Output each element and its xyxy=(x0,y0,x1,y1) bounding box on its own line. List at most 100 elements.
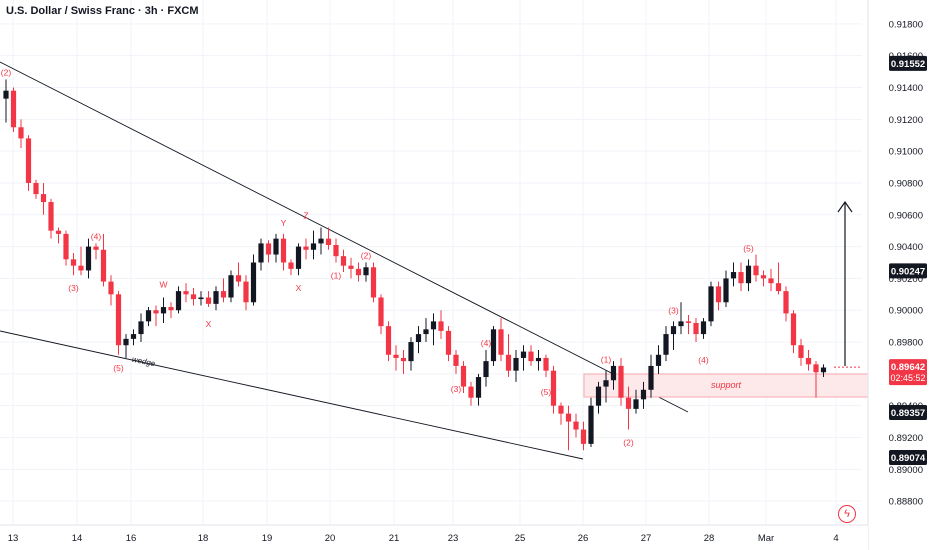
time-tick-label: 26 xyxy=(578,533,589,544)
candle-body xyxy=(655,354,662,366)
candle-body xyxy=(213,291,219,304)
candle-body xyxy=(708,286,714,322)
wave-label: (4) xyxy=(481,338,492,348)
candle-body xyxy=(618,365,624,398)
candle-body xyxy=(498,329,504,355)
candle-body xyxy=(63,233,69,260)
time-tick-label: 28 xyxy=(704,533,715,544)
wave-label: X xyxy=(206,319,212,329)
wave-labels-layer: (2) (4) (3) (5) W X Y X Z (2) (1) (4) (3) (1) (5) (2) (3… xyxy=(1,68,754,448)
candle-body xyxy=(198,297,204,300)
price-tick-label: 0.89000 xyxy=(889,465,923,476)
price-tick-label: 0.90600 xyxy=(889,210,923,221)
candle-body xyxy=(678,321,684,327)
candle-body xyxy=(588,405,594,444)
candle-body xyxy=(235,275,242,282)
wave-label: (3) xyxy=(451,384,462,394)
price-axis[interactable]: 0.918000.916000.914000.912000.910000.908… xyxy=(867,0,932,550)
candle-body xyxy=(325,238,332,245)
candle-body xyxy=(220,291,227,298)
price-badge xyxy=(889,405,927,421)
wave-label: (1) xyxy=(601,355,612,365)
candle-body xyxy=(108,281,114,295)
candle-body xyxy=(723,278,729,303)
candle-body xyxy=(340,256,347,266)
wedge-upper-line xyxy=(0,61,689,413)
candle-body xyxy=(115,294,122,346)
candle-body xyxy=(768,278,774,284)
lightning-icon[interactable]: ϟ xyxy=(838,505,856,523)
price-badge xyxy=(889,263,927,279)
candle-body xyxy=(625,397,632,409)
time-tick-label: 4 xyxy=(833,533,838,544)
candle-body xyxy=(483,361,489,378)
candle-body xyxy=(303,246,309,250)
wave-label: (4) xyxy=(698,355,709,365)
candle-body xyxy=(280,238,287,263)
price-badge-value: 0.90247 xyxy=(891,266,925,277)
time-tick-label: 19 xyxy=(262,533,273,544)
candle-body xyxy=(48,202,54,231)
price-tick-label: 0.89800 xyxy=(889,338,923,349)
price-tick-label: 0.89200 xyxy=(889,433,923,444)
candle-body xyxy=(415,334,422,343)
time-tick-label: 25 xyxy=(515,533,526,544)
candle-body xyxy=(130,334,137,339)
candle-body xyxy=(783,291,789,314)
candle-body xyxy=(18,127,24,139)
candle-body xyxy=(693,322,699,335)
price-badge xyxy=(889,450,927,466)
candle-body xyxy=(528,351,534,362)
candle-body xyxy=(753,265,759,276)
candles-layer xyxy=(3,79,827,451)
candle-body xyxy=(310,243,317,250)
wave-label: (5) xyxy=(541,387,552,397)
wave-label: W xyxy=(159,280,167,290)
candle-body xyxy=(93,246,99,250)
candle-body xyxy=(775,283,782,292)
candle-body xyxy=(595,386,602,406)
candle-body xyxy=(273,238,279,255)
support-label: support xyxy=(711,380,742,390)
wave-label: Z xyxy=(303,211,308,221)
grid-lines xyxy=(0,0,862,525)
candle-body xyxy=(160,307,167,314)
candle-body xyxy=(700,321,707,335)
candle-body xyxy=(265,243,272,255)
candle-body xyxy=(505,354,512,371)
candle-body xyxy=(378,297,384,327)
price-tick-label: 0.88800 xyxy=(889,497,923,508)
target-arrow-head xyxy=(837,200,853,213)
candle-body xyxy=(798,345,804,358)
candle-body xyxy=(490,329,497,362)
candle-body xyxy=(445,330,452,355)
time-axis[interactable]: 13 14 16 18 19 20 21 23 25 26 27 28 Mar 4 xyxy=(0,524,868,550)
price-badge-value: 0.89357 xyxy=(891,408,925,419)
candle-body xyxy=(805,357,812,365)
candle-body xyxy=(205,297,212,304)
candle-body xyxy=(348,265,354,269)
candle-body xyxy=(475,377,482,398)
price-tick-label: 0.90400 xyxy=(889,242,923,253)
candle-body xyxy=(468,386,474,398)
candle-body xyxy=(363,267,369,276)
price-badge-value: 0.89074 xyxy=(891,453,926,464)
candle-body xyxy=(648,365,654,390)
price-badge xyxy=(889,55,927,71)
candle-body xyxy=(55,230,62,234)
candle-body xyxy=(513,357,519,371)
wave-label: (4) xyxy=(91,231,102,241)
candle-body xyxy=(393,354,399,358)
candle-body xyxy=(3,90,9,99)
candle-body xyxy=(258,243,264,263)
candle-body xyxy=(460,365,467,387)
price-badge-value: 0.91552 xyxy=(891,59,925,70)
candle-body xyxy=(408,342,414,362)
candle-body xyxy=(603,380,609,387)
wave-label: (1) xyxy=(331,271,342,281)
candle-body xyxy=(370,267,377,298)
candle-body xyxy=(385,326,392,355)
candle-body xyxy=(543,357,549,371)
candle-body xyxy=(145,310,152,322)
